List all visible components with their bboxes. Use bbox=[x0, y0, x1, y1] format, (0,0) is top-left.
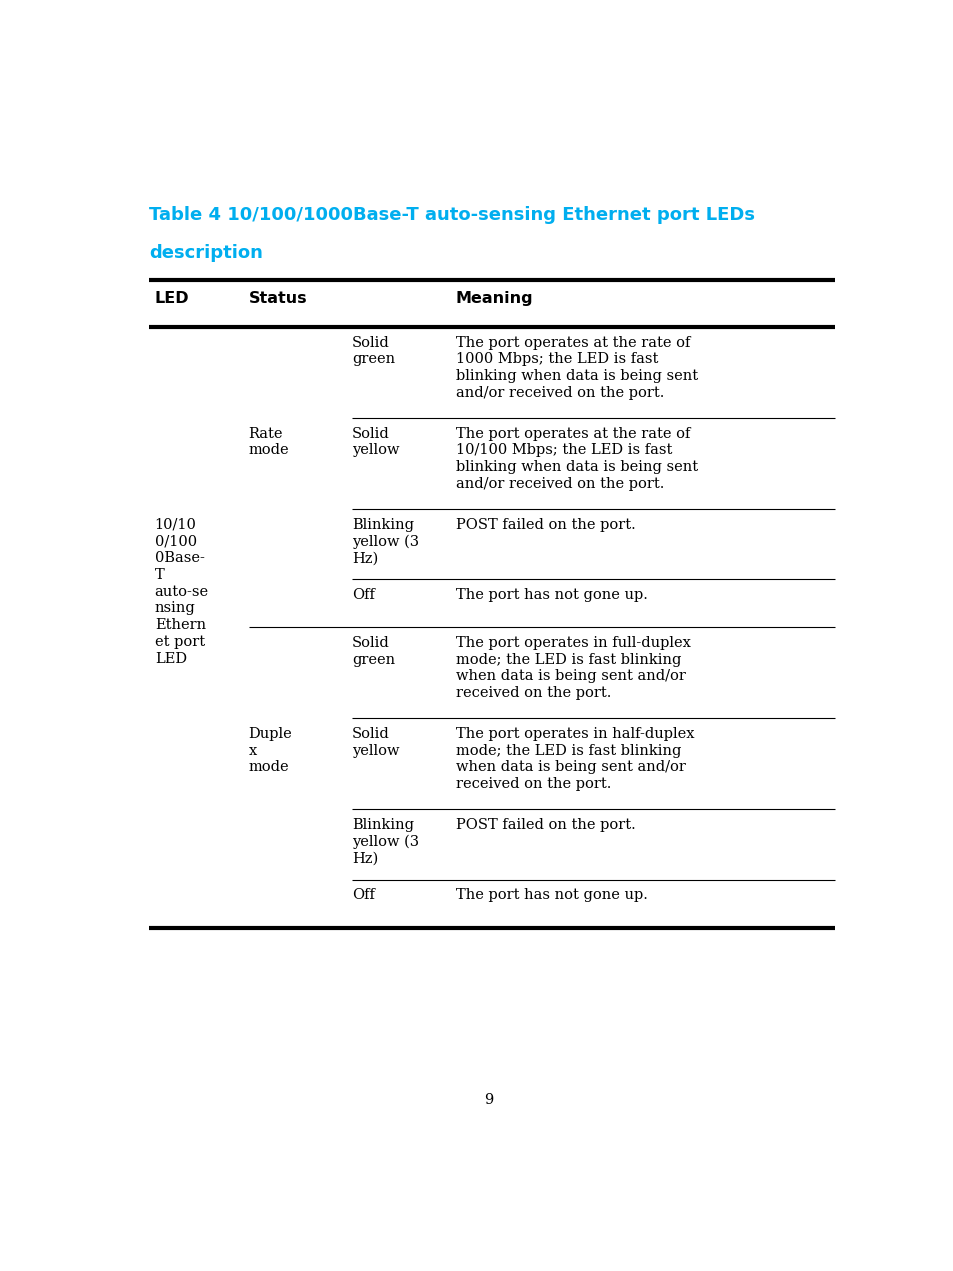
Text: Table 4 10/100/1000Base-T auto-sensing Ethernet port LEDs: Table 4 10/100/1000Base-T auto-sensing E… bbox=[149, 206, 754, 225]
Text: Solid
yellow: Solid yellow bbox=[352, 727, 399, 758]
Text: Blinking
yellow (3
Hz): Blinking yellow (3 Hz) bbox=[352, 819, 418, 866]
Text: Solid
green: Solid green bbox=[352, 636, 395, 667]
Text: Meaning: Meaning bbox=[456, 291, 533, 306]
Text: Status: Status bbox=[249, 291, 307, 306]
Text: Solid
yellow: Solid yellow bbox=[352, 427, 399, 458]
Text: description: description bbox=[149, 244, 262, 262]
Text: POST failed on the port.: POST failed on the port. bbox=[456, 819, 635, 833]
Text: Blinking
yellow (3
Hz): Blinking yellow (3 Hz) bbox=[352, 517, 418, 566]
Text: The port operates in full-duplex
mode; the LED is fast blinking
when data is bei: The port operates in full-duplex mode; t… bbox=[456, 636, 690, 700]
Text: The port has not gone up.: The port has not gone up. bbox=[456, 588, 647, 602]
Text: 10/10
0/100
0Base-
T
auto-se
nsing
Ethern
et port
LED: 10/10 0/100 0Base- T auto-se nsing Ether… bbox=[154, 517, 209, 666]
Text: Duple
x
mode: Duple x mode bbox=[249, 727, 292, 774]
Text: The port operates in half-duplex
mode; the LED is fast blinking
when data is bei: The port operates in half-duplex mode; t… bbox=[456, 727, 694, 792]
Text: The port has not gone up.: The port has not gone up. bbox=[456, 888, 647, 902]
Text: Off: Off bbox=[352, 588, 375, 602]
Text: Rate
mode: Rate mode bbox=[249, 427, 289, 458]
Text: The port operates at the rate of
1000 Mbps; the LED is fast
blinking when data i: The port operates at the rate of 1000 Mb… bbox=[456, 336, 697, 400]
Text: 9: 9 bbox=[484, 1093, 493, 1107]
Text: LED: LED bbox=[154, 291, 189, 306]
Text: Solid
green: Solid green bbox=[352, 336, 395, 366]
Text: Off: Off bbox=[352, 888, 375, 902]
Text: POST failed on the port.: POST failed on the port. bbox=[456, 517, 635, 531]
Text: The port operates at the rate of
10/100 Mbps; the LED is fast
blinking when data: The port operates at the rate of 10/100 … bbox=[456, 427, 697, 491]
